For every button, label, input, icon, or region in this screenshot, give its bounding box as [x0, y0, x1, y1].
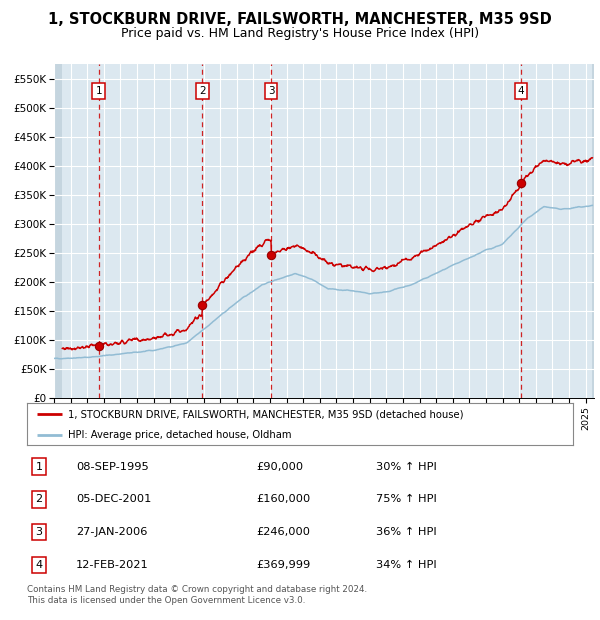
Text: Contains HM Land Registry data © Crown copyright and database right 2024.: Contains HM Land Registry data © Crown c… [27, 585, 367, 594]
Text: This data is licensed under the Open Government Licence v3.0.: This data is licensed under the Open Gov… [27, 596, 305, 606]
Text: 1: 1 [95, 86, 102, 96]
Text: £90,000: £90,000 [256, 461, 304, 472]
Text: 27-JAN-2006: 27-JAN-2006 [76, 527, 148, 538]
Text: 2: 2 [199, 86, 206, 96]
Text: 1: 1 [35, 461, 43, 472]
Text: £160,000: £160,000 [256, 494, 311, 505]
Text: 75% ↑ HPI: 75% ↑ HPI [376, 494, 437, 505]
Text: 36% ↑ HPI: 36% ↑ HPI [376, 527, 437, 538]
Text: HPI: Average price, detached house, Oldham: HPI: Average price, detached house, Oldh… [68, 430, 292, 440]
Text: 1, STOCKBURN DRIVE, FAILSWORTH, MANCHESTER, M35 9SD: 1, STOCKBURN DRIVE, FAILSWORTH, MANCHEST… [48, 12, 552, 27]
Text: 4: 4 [518, 86, 524, 96]
Text: Price paid vs. HM Land Registry's House Price Index (HPI): Price paid vs. HM Land Registry's House … [121, 27, 479, 40]
Text: 34% ↑ HPI: 34% ↑ HPI [376, 560, 437, 570]
Text: 05-DEC-2001: 05-DEC-2001 [76, 494, 152, 505]
Text: 30% ↑ HPI: 30% ↑ HPI [376, 461, 437, 472]
Text: £369,999: £369,999 [256, 560, 311, 570]
Text: £246,000: £246,000 [256, 527, 310, 538]
Text: 2: 2 [35, 494, 43, 505]
Text: 3: 3 [268, 86, 274, 96]
Text: 4: 4 [35, 560, 43, 570]
Text: 1, STOCKBURN DRIVE, FAILSWORTH, MANCHESTER, M35 9SD (detached house): 1, STOCKBURN DRIVE, FAILSWORTH, MANCHEST… [68, 409, 463, 419]
Text: 3: 3 [35, 527, 43, 538]
Bar [54, 64, 62, 398]
Bar [592, 64, 594, 398]
Text: 08-SEP-1995: 08-SEP-1995 [76, 461, 149, 472]
Text: 12-FEB-2021: 12-FEB-2021 [76, 560, 149, 570]
